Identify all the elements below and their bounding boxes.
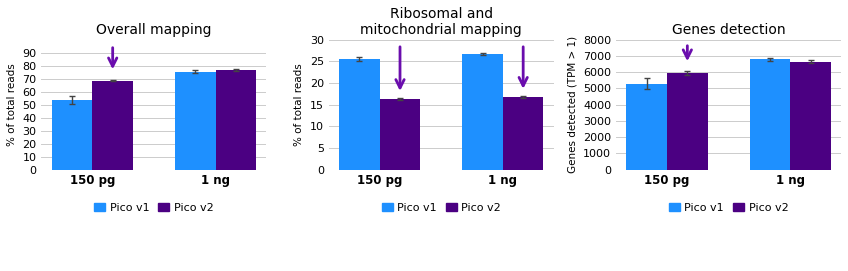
Bar [175,72,215,170]
Title: Ribosomal and
mitochondrial mapping: Ribosomal and mitochondrial mapping [360,7,522,37]
Bar [215,70,256,170]
Title: Overall mapping: Overall mapping [96,23,212,37]
Legend: Pico v1, Pico v2: Pico v1, Pico v2 [665,198,793,217]
Bar [462,54,503,170]
Bar [52,100,92,170]
Y-axis label: % of total reads: % of total reads [294,63,304,146]
Bar [339,59,380,170]
Legend: Pico v1, Pico v2: Pico v1, Pico v2 [377,198,505,217]
Legend: Pico v1, Pico v2: Pico v1, Pico v2 [90,198,218,217]
Bar [750,59,790,170]
Y-axis label: Genes detected (TPM > 1): Genes detected (TPM > 1) [567,36,577,173]
Bar [92,80,133,170]
Bar [790,62,831,170]
Title: Genes detection: Genes detection [672,23,785,37]
Y-axis label: % of total reads: % of total reads [7,63,17,146]
Bar [503,97,544,170]
Bar [627,83,667,170]
Bar [667,73,708,170]
Bar [380,99,421,170]
